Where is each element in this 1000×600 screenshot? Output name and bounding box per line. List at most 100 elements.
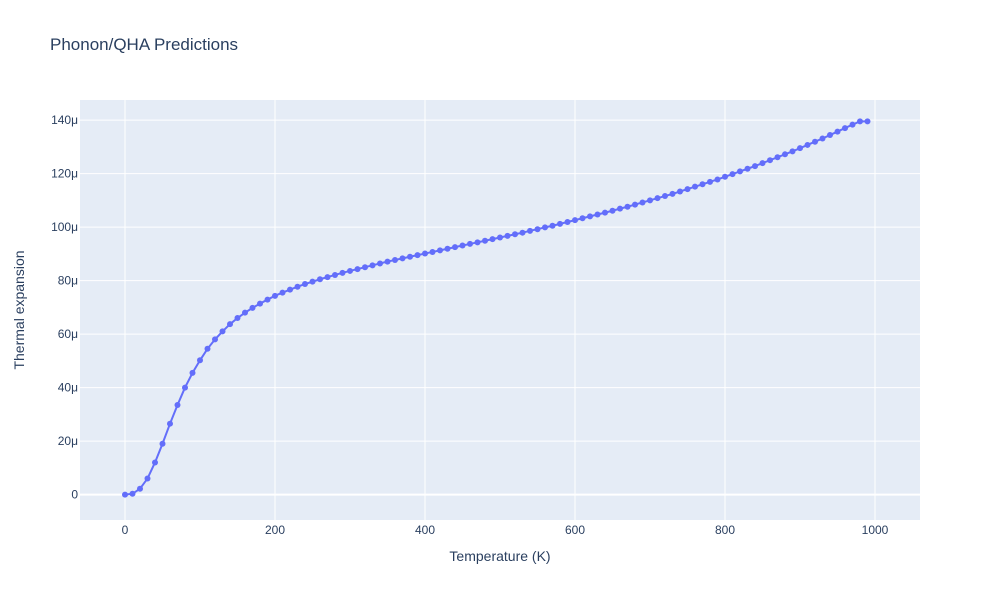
data-point[interactable]	[407, 253, 413, 260]
data-point[interactable]	[684, 186, 691, 193]
data-point[interactable]	[362, 264, 368, 271]
data-point[interactable]	[647, 197, 653, 204]
data-point[interactable]	[744, 165, 751, 172]
data-point[interactable]	[864, 118, 871, 125]
data-point[interactable]	[324, 274, 331, 281]
data-point[interactable]	[204, 345, 211, 352]
data-point[interactable]	[444, 245, 451, 252]
data-point[interactable]	[767, 157, 773, 164]
data-point[interactable]	[669, 190, 676, 197]
data-point[interactable]	[129, 490, 136, 497]
data-point[interactable]	[249, 304, 256, 311]
data-point[interactable]	[707, 178, 713, 185]
data-point[interactable]	[774, 154, 781, 161]
data-point[interactable]	[369, 262, 376, 269]
data-point[interactable]	[137, 485, 143, 492]
data-point[interactable]	[152, 459, 158, 466]
data-point[interactable]	[512, 231, 518, 238]
data-point[interactable]	[804, 141, 811, 148]
data-point[interactable]	[677, 188, 683, 195]
data-point[interactable]	[579, 215, 586, 222]
data-point[interactable]	[174, 401, 181, 408]
data-point[interactable]	[144, 475, 151, 482]
data-point[interactable]	[737, 168, 743, 175]
data-point[interactable]	[594, 211, 601, 218]
data-point[interactable]	[714, 176, 721, 183]
data-point[interactable]	[272, 292, 278, 299]
data-point[interactable]	[467, 240, 473, 247]
data-point[interactable]	[212, 336, 218, 343]
data-point[interactable]	[482, 237, 488, 244]
data-point[interactable]	[497, 234, 503, 241]
data-point[interactable]	[557, 220, 563, 227]
data-point[interactable]	[692, 183, 698, 190]
data-point[interactable]	[549, 222, 556, 229]
data-point[interactable]	[624, 203, 631, 210]
data-point[interactable]	[287, 286, 293, 293]
data-point[interactable]	[602, 209, 608, 216]
data-point[interactable]	[504, 232, 511, 239]
data-point[interactable]	[609, 207, 616, 214]
data-point[interactable]	[309, 278, 316, 285]
data-point[interactable]	[339, 269, 346, 276]
data-point[interactable]	[819, 135, 826, 142]
data-point[interactable]	[489, 236, 496, 243]
data-point[interactable]	[422, 250, 428, 257]
data-point[interactable]	[384, 258, 391, 265]
data-point[interactable]	[279, 289, 286, 296]
data-point[interactable]	[294, 283, 301, 290]
data-point[interactable]	[752, 163, 758, 170]
data-point[interactable]	[534, 226, 541, 233]
data-point[interactable]	[317, 276, 323, 283]
data-point[interactable]	[302, 281, 308, 288]
data-point[interactable]	[257, 300, 263, 307]
data-point[interactable]	[782, 151, 788, 158]
data-point[interactable]	[354, 266, 361, 273]
data-point[interactable]	[722, 173, 728, 180]
data-point[interactable]	[632, 201, 638, 208]
data-point[interactable]	[437, 247, 443, 254]
data-point[interactable]	[639, 199, 646, 206]
data-point[interactable]	[242, 309, 248, 316]
data-point[interactable]	[699, 181, 706, 188]
data-point[interactable]	[857, 118, 863, 125]
data-point[interactable]	[227, 321, 233, 328]
data-point[interactable]	[519, 229, 526, 236]
data-point[interactable]	[122, 491, 128, 498]
data-point[interactable]	[564, 218, 571, 225]
data-point[interactable]	[219, 328, 226, 335]
data-point[interactable]	[392, 256, 398, 263]
data-point[interactable]	[377, 260, 383, 267]
data-point[interactable]	[587, 213, 593, 220]
data-point[interactable]	[189, 369, 196, 376]
data-point[interactable]	[662, 193, 668, 200]
data-point[interactable]	[827, 132, 833, 139]
data-point[interactable]	[789, 148, 796, 155]
data-point[interactable]	[849, 121, 856, 128]
data-point[interactable]	[414, 252, 421, 259]
data-point[interactable]	[452, 244, 458, 251]
data-point[interactable]	[797, 145, 803, 152]
data-point[interactable]	[332, 271, 338, 278]
data-point[interactable]	[197, 357, 203, 364]
data-point[interactable]	[474, 239, 481, 246]
data-point[interactable]	[572, 217, 578, 224]
data-point[interactable]	[812, 138, 818, 145]
data-point[interactable]	[347, 267, 353, 274]
data-point[interactable]	[759, 160, 766, 167]
data-point[interactable]	[834, 128, 841, 135]
data-point[interactable]	[234, 315, 241, 322]
data-point[interactable]	[182, 384, 188, 391]
data-point[interactable]	[542, 224, 548, 231]
data-point[interactable]	[429, 248, 436, 255]
data-point[interactable]	[654, 195, 661, 202]
data-point[interactable]	[459, 242, 466, 249]
data-point[interactable]	[264, 296, 271, 303]
data-point[interactable]	[167, 420, 173, 427]
data-point[interactable]	[527, 227, 533, 234]
data-point[interactable]	[729, 171, 736, 178]
data-point[interactable]	[159, 440, 166, 447]
data-point[interactable]	[617, 205, 623, 212]
data-point[interactable]	[399, 255, 406, 262]
data-point[interactable]	[842, 125, 848, 132]
